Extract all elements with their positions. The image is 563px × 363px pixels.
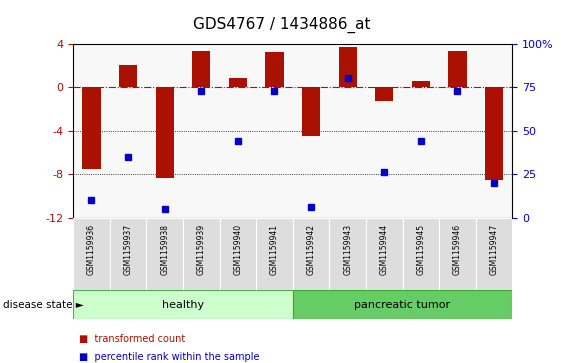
Text: ■  transformed count: ■ transformed count — [79, 334, 185, 344]
Bar — [183, 218, 220, 290]
Text: ■  percentile rank within the sample: ■ percentile rank within the sample — [79, 352, 260, 362]
Bar — [73, 218, 110, 290]
Text: GSM1159945: GSM1159945 — [417, 224, 425, 275]
Bar — [485, 87, 503, 180]
Text: disease state ►: disease state ► — [3, 300, 83, 310]
Bar — [439, 218, 476, 290]
Text: GSM1159942: GSM1159942 — [307, 224, 315, 274]
Bar — [476, 218, 512, 290]
Bar — [403, 218, 439, 290]
Text: GDS4767 / 1434886_at: GDS4767 / 1434886_at — [193, 16, 370, 33]
Bar — [448, 51, 467, 87]
Text: GSM1159940: GSM1159940 — [234, 224, 242, 275]
Text: GSM1159944: GSM1159944 — [380, 224, 388, 275]
Bar — [375, 87, 394, 101]
Bar — [229, 78, 247, 87]
Bar — [220, 218, 256, 290]
Bar — [110, 218, 146, 290]
Bar — [366, 218, 403, 290]
Bar — [73, 290, 293, 319]
Text: GSM1159941: GSM1159941 — [270, 224, 279, 274]
Text: pancreatic tumor: pancreatic tumor — [355, 300, 450, 310]
Bar — [338, 47, 357, 87]
Bar — [256, 218, 293, 290]
Bar — [155, 87, 174, 178]
Bar — [82, 87, 101, 169]
Bar — [146, 218, 183, 290]
Bar — [119, 65, 137, 87]
Bar — [412, 81, 430, 87]
Bar — [293, 290, 512, 319]
Text: GSM1159947: GSM1159947 — [490, 224, 498, 275]
Text: GSM1159946: GSM1159946 — [453, 224, 462, 275]
Text: GSM1159936: GSM1159936 — [87, 224, 96, 275]
Bar — [192, 51, 211, 87]
Bar — [265, 52, 284, 87]
Text: GSM1159938: GSM1159938 — [160, 224, 169, 274]
Bar — [329, 218, 366, 290]
Bar — [293, 218, 329, 290]
Bar — [302, 87, 320, 136]
Text: GSM1159937: GSM1159937 — [124, 224, 132, 275]
Text: healthy: healthy — [162, 300, 204, 310]
Text: GSM1159943: GSM1159943 — [343, 224, 352, 275]
Text: GSM1159939: GSM1159939 — [197, 224, 205, 275]
